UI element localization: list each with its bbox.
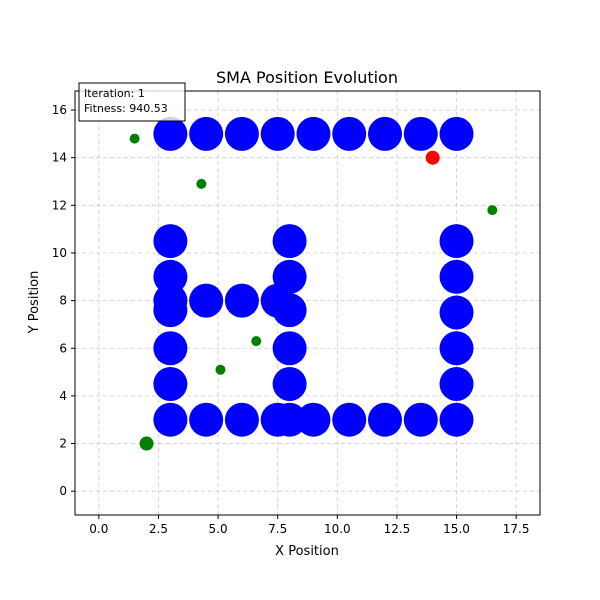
- obstacles-point: [153, 331, 188, 366]
- y-axis-label: Y Position: [27, 271, 42, 335]
- x-tick-label: 15.0: [443, 522, 470, 536]
- plot-marks: [129, 116, 498, 451]
- agents-point: [129, 133, 140, 144]
- x-tick-label: 0.0: [89, 522, 108, 536]
- obstacles-point: [272, 402, 307, 437]
- obstacles-point: [439, 116, 474, 151]
- y-tick-label: 8: [59, 294, 67, 308]
- y-tick-label: 16: [52, 103, 67, 117]
- obstacles-point: [403, 116, 438, 151]
- y-tick-label: 4: [59, 389, 67, 403]
- agents-series: [129, 133, 498, 375]
- obstacles-point: [439, 295, 474, 330]
- x-tick-label: 10.0: [324, 522, 351, 536]
- obstacles-point: [224, 402, 259, 437]
- obstacles-point: [403, 402, 438, 437]
- obstacles-point: [189, 402, 224, 437]
- x-axis-label: X Position: [275, 544, 339, 559]
- x-tick-label: 17.5: [503, 522, 530, 536]
- obstacles-point: [368, 402, 402, 437]
- annotation-iteration: Iteration: 1: [84, 87, 145, 100]
- obstacles-point: [153, 402, 188, 437]
- start-series: [139, 436, 154, 451]
- obstacles-point: [439, 331, 474, 366]
- obstacles-point: [296, 116, 331, 151]
- y-tick-label: 2: [59, 437, 67, 451]
- obstacles-point: [272, 366, 307, 401]
- obstacles-point: [153, 259, 188, 294]
- obstacles-point: [272, 293, 307, 328]
- y-tick-label: 10: [52, 246, 67, 260]
- obstacles-point: [272, 224, 307, 259]
- obstacles-point: [332, 402, 367, 437]
- obstacles-point: [153, 293, 188, 328]
- obstacles-point: [296, 402, 331, 437]
- y-tick-label: 14: [52, 151, 67, 165]
- obstacles-point: [153, 366, 188, 401]
- x-tick-label: 7.5: [268, 522, 287, 536]
- y-tick-label: 0: [59, 484, 67, 498]
- obstacles-point: [189, 283, 224, 318]
- annotation-fitness: Fitness: 940.53: [84, 102, 168, 115]
- axis-ticks: 0.0 2.5 5.0 7.5 10.0 12.5 15.0 17.5 0 2 4 6 8 10 12 14 1…: [52, 103, 530, 536]
- obstacles-point: [439, 259, 474, 294]
- y-tick-label: 6: [59, 341, 67, 355]
- obstacles-point: [439, 366, 474, 401]
- agents-point: [196, 178, 207, 189]
- obstacles-point: [224, 116, 259, 151]
- obstacles-point: [153, 116, 188, 151]
- best-series: [425, 150, 440, 165]
- chart-title: SMA Position Evolution: [216, 68, 398, 87]
- obstacles-point: [153, 224, 188, 259]
- best-point: [425, 150, 440, 165]
- obstacles-point: [260, 116, 295, 151]
- obstacles-point: [189, 116, 224, 151]
- obstacles-point: [439, 402, 474, 437]
- obstacles-point: [272, 331, 307, 366]
- obstacles-series: [153, 116, 474, 437]
- agents-point: [251, 336, 262, 347]
- obstacles-point: [439, 224, 474, 259]
- start-point: [139, 436, 154, 451]
- x-tick-label: 2.5: [149, 522, 168, 536]
- obstacles-point: [224, 283, 259, 318]
- y-tick-label: 12: [52, 198, 67, 212]
- axes-frame: [74, 90, 541, 516]
- agents-point: [487, 205, 498, 216]
- x-tick-label: 5.0: [209, 522, 228, 536]
- obstacles-point: [272, 259, 307, 294]
- agents-point: [215, 364, 226, 375]
- x-tick-label: 12.5: [384, 522, 411, 536]
- annotation-box: Iteration: 1 Fitness: 940.53: [78, 82, 186, 122]
- obstacles-point: [332, 116, 367, 151]
- obstacles-point: [368, 116, 402, 151]
